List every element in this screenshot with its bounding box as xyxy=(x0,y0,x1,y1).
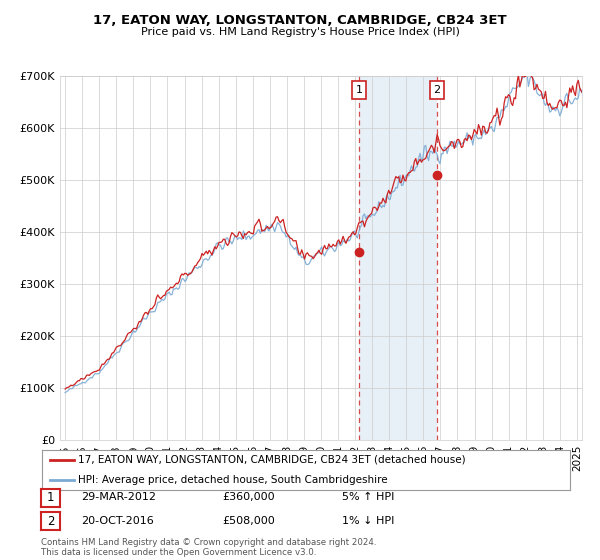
Text: 29-MAR-2012: 29-MAR-2012 xyxy=(81,492,156,502)
Text: 2: 2 xyxy=(433,85,440,95)
Text: £508,000: £508,000 xyxy=(222,516,275,526)
Bar xyxy=(359,76,437,440)
Text: 5% ↑ HPI: 5% ↑ HPI xyxy=(342,492,394,502)
Text: 2: 2 xyxy=(47,515,54,528)
Text: Contains HM Land Registry data © Crown copyright and database right 2024.
This d: Contains HM Land Registry data © Crown c… xyxy=(41,538,376,557)
Text: 17, EATON WAY, LONGSTANTON, CAMBRIDGE, CB24 3ET (detached house): 17, EATON WAY, LONGSTANTON, CAMBRIDGE, C… xyxy=(78,455,466,465)
Text: HPI: Average price, detached house, South Cambridgeshire: HPI: Average price, detached house, Sout… xyxy=(78,475,388,485)
Text: Price paid vs. HM Land Registry's House Price Index (HPI): Price paid vs. HM Land Registry's House … xyxy=(140,27,460,37)
Text: 1: 1 xyxy=(356,85,362,95)
Text: 17, EATON WAY, LONGSTANTON, CAMBRIDGE, CB24 3ET: 17, EATON WAY, LONGSTANTON, CAMBRIDGE, C… xyxy=(93,14,507,27)
Text: 1% ↓ HPI: 1% ↓ HPI xyxy=(342,516,394,526)
Text: 20-OCT-2016: 20-OCT-2016 xyxy=(81,516,154,526)
Text: £360,000: £360,000 xyxy=(222,492,275,502)
Text: 1: 1 xyxy=(47,491,54,505)
